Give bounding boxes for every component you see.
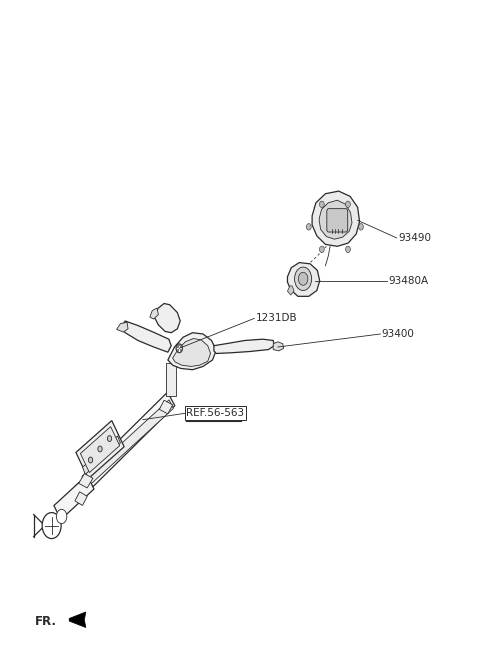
Circle shape [306,223,311,230]
Circle shape [176,344,182,353]
Polygon shape [167,364,176,396]
Circle shape [56,510,67,523]
Polygon shape [273,342,284,351]
Circle shape [346,201,350,208]
Circle shape [359,223,363,230]
Text: 93490: 93490 [398,233,431,243]
Circle shape [346,246,350,253]
Polygon shape [312,191,360,246]
Polygon shape [75,492,87,506]
Polygon shape [83,436,120,474]
Polygon shape [319,200,352,239]
Text: 93400: 93400 [382,329,415,339]
Polygon shape [288,263,320,296]
Circle shape [108,436,112,441]
Polygon shape [82,392,175,490]
Polygon shape [159,400,173,414]
Polygon shape [117,322,128,332]
FancyBboxPatch shape [327,209,348,232]
Polygon shape [120,321,171,352]
Polygon shape [79,474,93,488]
Polygon shape [74,400,173,495]
Polygon shape [69,612,86,627]
Polygon shape [288,286,294,295]
Text: 93480A: 93480A [388,276,429,286]
Text: 1231DB: 1231DB [256,313,297,324]
Polygon shape [80,426,120,472]
Polygon shape [54,475,94,519]
Polygon shape [168,333,216,369]
Polygon shape [154,303,180,333]
Text: FR.: FR. [35,614,57,627]
Polygon shape [150,308,158,319]
Circle shape [295,267,312,290]
Circle shape [42,513,61,538]
Polygon shape [214,339,274,354]
Circle shape [320,246,324,253]
Circle shape [320,201,324,208]
Circle shape [299,272,308,286]
Polygon shape [173,339,211,366]
Polygon shape [76,421,124,479]
Circle shape [98,446,102,452]
Circle shape [88,457,93,463]
Text: REF.56-563: REF.56-563 [186,408,244,419]
